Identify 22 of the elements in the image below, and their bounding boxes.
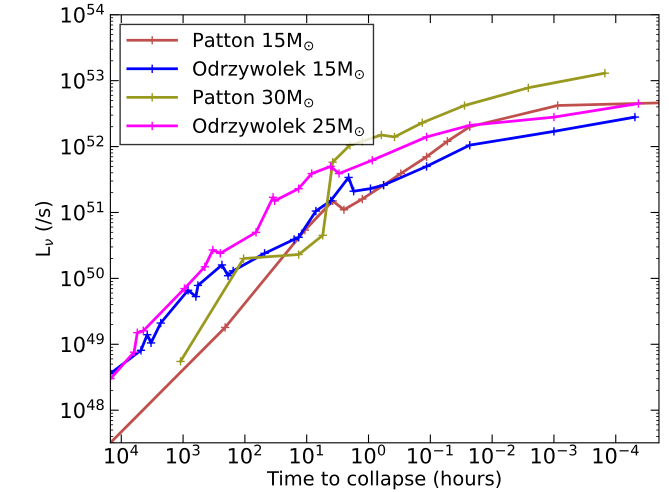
- legend-label: Patton 30M$_{⊙}$: [194, 90, 314, 108]
- x-tick-label: 10$^{−1}$: [408, 444, 453, 464]
- y-tick-label: 10$^{54}$: [62, 4, 104, 23]
- y-tick-label: 10$^{52}$: [62, 136, 104, 155]
- x-tick-label: 10$^{2}$: [228, 444, 262, 464]
- y-tick-label: 10$^{51}$: [62, 202, 104, 221]
- x-tick-label: 10$^{−2}$: [470, 444, 514, 464]
- y-tick-label: 10$^{49}$: [62, 333, 104, 352]
- x-tick-label: 10$^{3}$: [167, 444, 200, 464]
- x-axis-title: Time to collapse (hours): [267, 470, 501, 490]
- legend-label: Odrzywolek 25M$_{⊙}$: [193, 118, 364, 137]
- y-axis-title: L$_{ν}$ (/s): [35, 202, 54, 256]
- y-tick-label: 10$^{48}$: [62, 399, 104, 418]
- x-tick-label: 10$^{−4}$: [594, 444, 639, 464]
- x-tick-label: 10$^{−3}$: [532, 444, 577, 464]
- x-tick-label: 10$^{4}$: [105, 444, 138, 464]
- x-tick-label: 10$^{1}$: [290, 444, 324, 464]
- y-tick-label: 10$^{53}$: [62, 70, 104, 89]
- y-tick-label: 10$^{50}$: [62, 267, 104, 286]
- legend-label: Odrzywolek 15M$_{⊙}$: [193, 60, 364, 80]
- legend-label: Patton 15M$_{⊙}$: [194, 32, 314, 50]
- x-tick-label: 10$^{0}$: [352, 444, 386, 464]
